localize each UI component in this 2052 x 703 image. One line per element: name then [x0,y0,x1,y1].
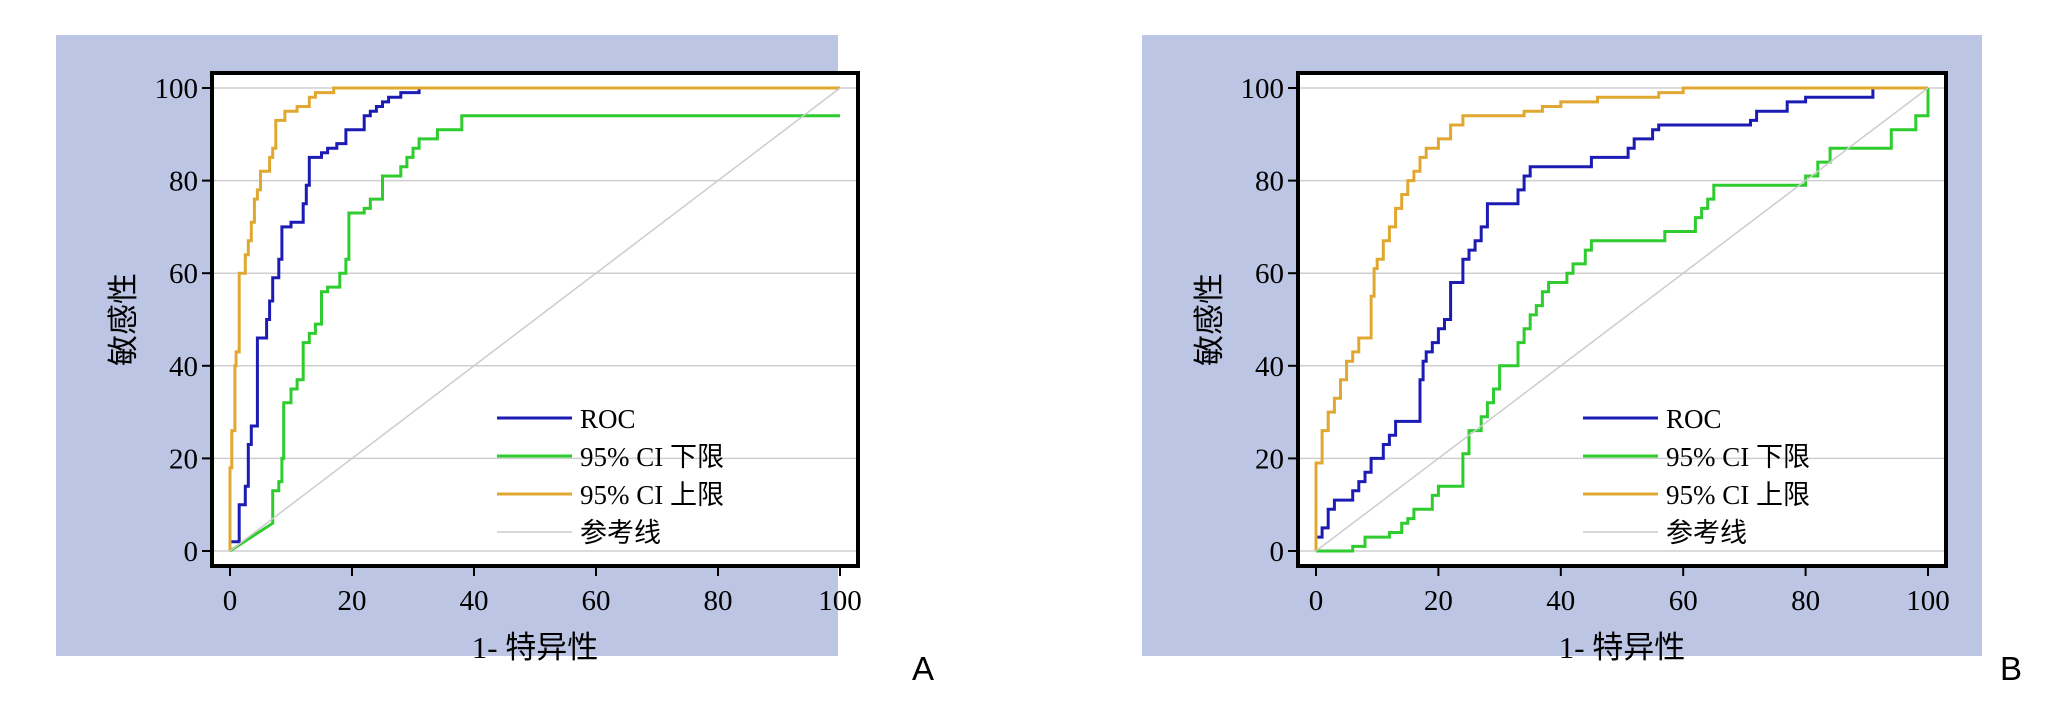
panel-label: B [2000,650,2022,687]
x-axis-label: 1- 特异性 [472,630,599,665]
legend-label: 95% CI 上限 [580,480,724,510]
x-tick-label: 40 [460,585,489,617]
y-tick-label: 40 [169,351,198,383]
x-tick-label: 60 [582,585,611,617]
x-tick-label: 0 [223,585,238,617]
y-tick-label: 100 [1241,73,1285,105]
legend-label: 参考线 [580,518,661,548]
x-tick-label: 100 [818,585,862,617]
y-tick-label: 0 [1270,536,1285,568]
y-tick-label: 40 [1255,351,1284,383]
series-line-ci-upper [228,86,840,551]
panel-b: 0 20 40 60 80 100 0 20 40 60 80 100 1- 特异性 敏感性 ROC 95% … [1142,35,2022,687]
x-tick-label: 80 [704,585,733,617]
x-tick-label: 20 [338,585,367,617]
x-axis-label: 1- 特异性 [1559,630,1686,665]
x-tick-label: 80 [1791,585,1820,617]
series-line-ci-lower [1316,88,1930,553]
y-tick-label: 80 [169,166,198,198]
series-line-ci-lower [229,114,840,553]
y-tick-label: 100 [155,73,199,105]
y-axis-label: 敏感性 [106,273,141,366]
legend-label: 95% CI 上限 [1666,480,1810,510]
series-line-reference [229,87,841,552]
series-line-roc [1314,86,1928,551]
y-tick-label: 60 [169,258,198,290]
series-line-reference [1315,87,1929,552]
y-tick-label: 20 [1255,443,1284,475]
legend-label: 参考线 [1666,518,1747,548]
series-line-roc [228,86,840,551]
plot-frame [210,71,860,568]
x-tick-label: 100 [1906,585,1950,617]
y-tick-label: 0 [184,536,199,568]
legend-label: ROC [580,404,636,434]
y-tick-label: 20 [169,443,198,475]
panel-label: A [912,650,934,687]
panel-a: 0 20 40 60 80 100 0 20 40 60 80 100 1- 特异性 敏感性 ROC 95% … [56,35,934,687]
y-axis-label: 敏感性 [1192,273,1227,366]
x-tick-label: 60 [1669,585,1698,617]
y-tick-label: 60 [1255,258,1284,290]
series-line-ci-upper [1314,86,1928,551]
legend-label: 95% CI 下限 [1666,442,1810,472]
legend-label: 95% CI 下限 [580,442,724,472]
legend-label: ROC [1666,404,1722,434]
x-tick-label: 0 [1309,585,1324,617]
x-tick-label: 40 [1546,585,1575,617]
plot-frame [1296,71,1948,568]
y-tick-label: 80 [1255,166,1284,198]
x-tick-label: 20 [1424,585,1453,617]
